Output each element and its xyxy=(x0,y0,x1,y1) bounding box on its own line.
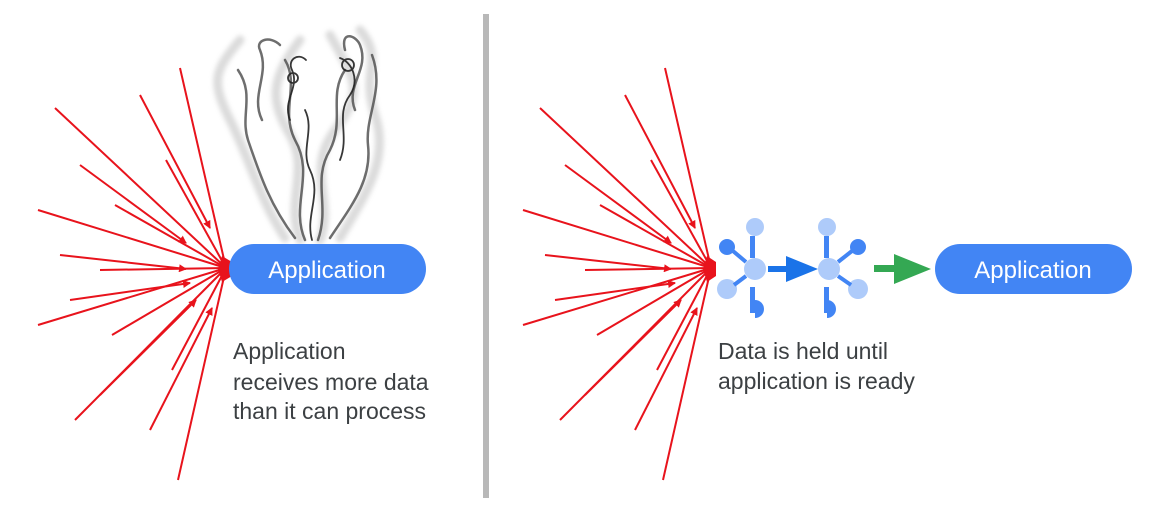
right-caption-line-2: application is ready xyxy=(718,368,915,394)
panel-divider xyxy=(483,14,489,498)
right-caption-line-1: Data is held until xyxy=(718,338,888,364)
impact-point-right xyxy=(703,256,716,282)
application-node-right: Application xyxy=(935,244,1132,294)
impact-point-left xyxy=(218,256,232,282)
incoming-data-arrows-left xyxy=(37,67,227,481)
left-panel: Application Application receives more da… xyxy=(37,25,435,481)
application-label-left: Application xyxy=(268,257,385,284)
left-caption-line-1: Application xyxy=(233,338,346,364)
message-queue-icon xyxy=(717,218,868,318)
application-label-right: Application xyxy=(974,257,1091,284)
right-panel: Application Data is held until applicati… xyxy=(522,67,1132,481)
application-node-left: Application xyxy=(229,244,426,294)
flow-arrow-green xyxy=(874,254,931,284)
left-caption-line-3: than it can process xyxy=(233,398,426,424)
smoke-icon xyxy=(213,25,384,245)
incoming-data-arrows-right xyxy=(522,67,712,481)
right-caption: Data is held until application is ready xyxy=(718,338,915,394)
left-caption-line-2: receives more data xyxy=(233,369,429,395)
left-caption: Application receives more data than it c… xyxy=(233,338,435,424)
